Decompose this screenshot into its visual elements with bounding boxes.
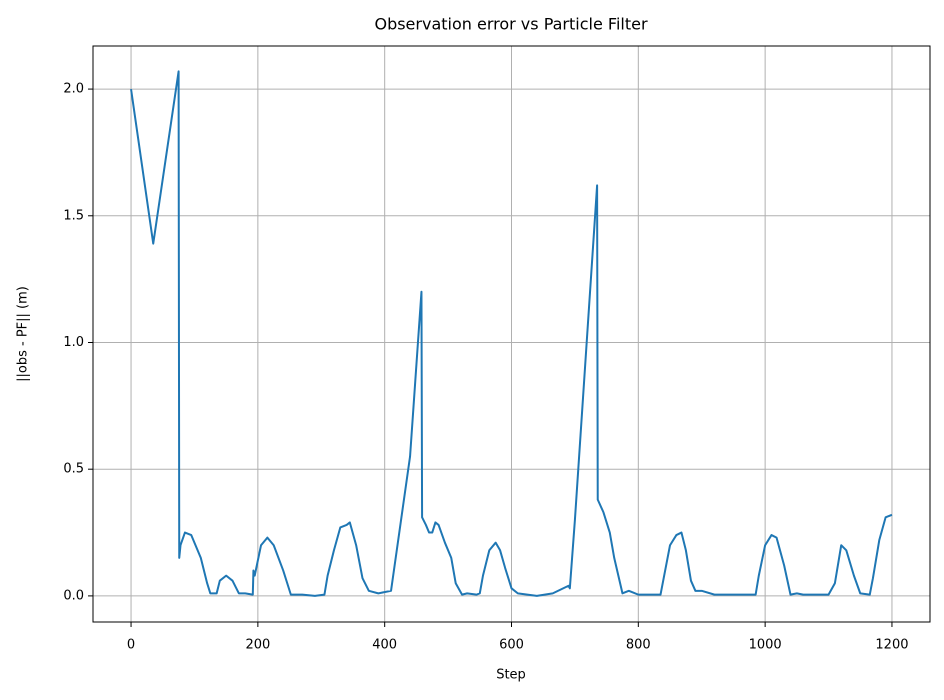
y-tick-label: 2.0 xyxy=(63,82,84,97)
x-tick-label: 200 xyxy=(245,638,270,653)
y-tick-label: 0.5 xyxy=(63,462,84,477)
chart-title: Observation error vs Particle Filter xyxy=(374,15,647,34)
y-tick-label: 0.0 xyxy=(63,588,84,603)
data-line xyxy=(130,70,893,597)
y-axis-label: ||obs - PF|| (m) xyxy=(16,286,31,382)
x-tick-label: 0 xyxy=(127,638,135,653)
x-tick-label: 400 xyxy=(372,638,397,653)
y-tick-label: 1.0 xyxy=(63,335,84,350)
plot-frame xyxy=(92,45,931,623)
x-tick-label: 1000 xyxy=(749,638,782,653)
x-tick-label: 600 xyxy=(499,638,524,653)
x-tick-label: 800 xyxy=(626,638,651,653)
x-tick-label: 1200 xyxy=(875,638,908,653)
y-tick-label: 1.5 xyxy=(63,208,84,223)
x-axis-label: Step xyxy=(496,668,526,683)
